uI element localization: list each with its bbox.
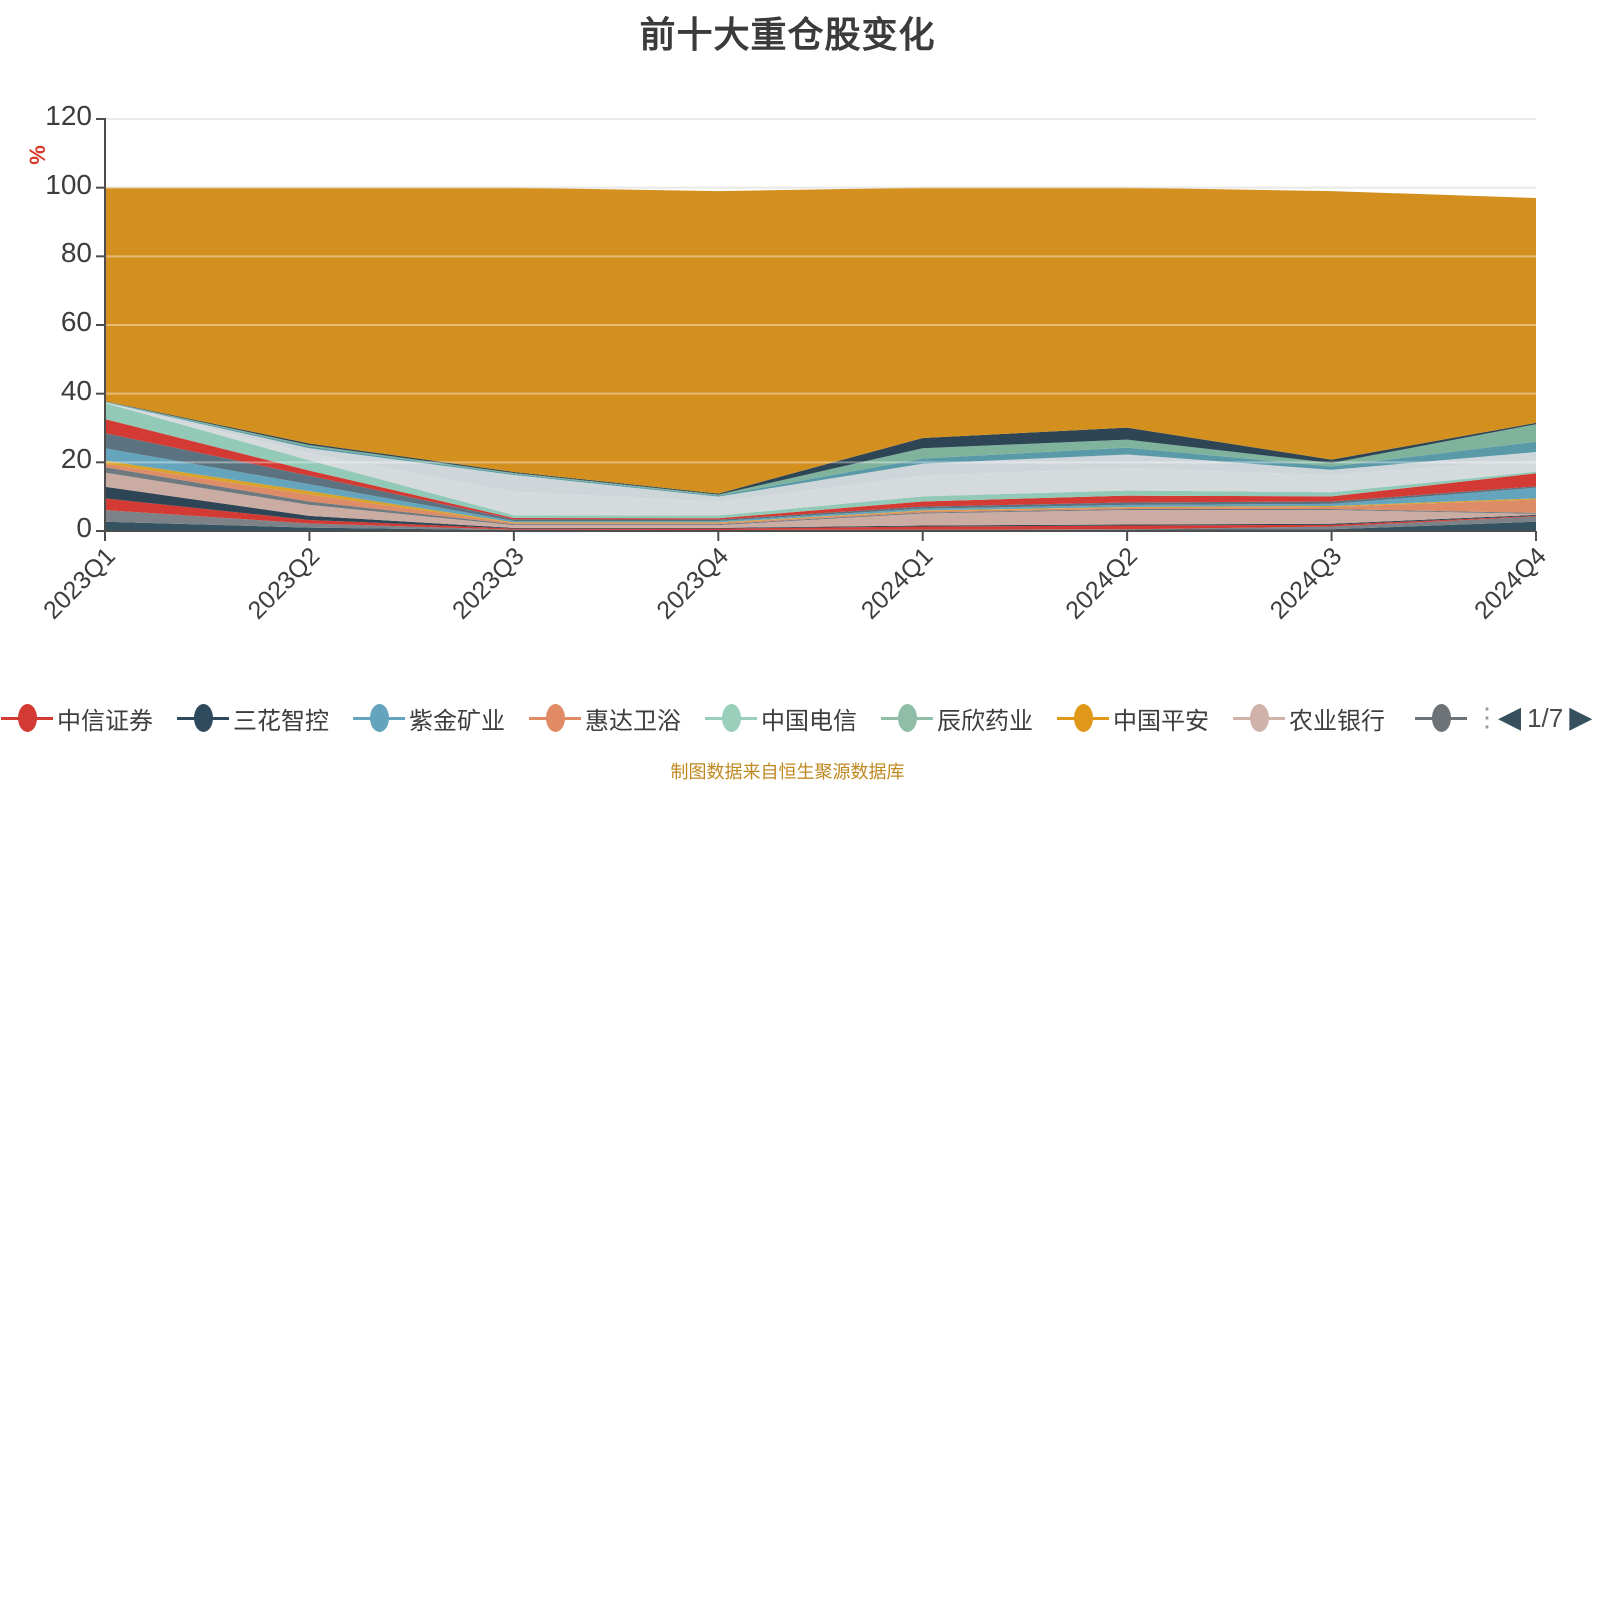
legend-label: 中信证券	[57, 707, 153, 735]
legend-label: 中国平安	[1113, 707, 1209, 735]
legend-item-2[interactable]: 紫金矿业	[353, 698, 505, 738]
chart-title: 前十大重仓股变化	[639, 14, 936, 55]
legend-item-3[interactable]: 惠达卫浴	[529, 698, 681, 738]
y-axis-tick-label: 0	[76, 512, 92, 543]
legend-item-8[interactable]	[1415, 698, 1471, 738]
area-series-band	[105, 463, 1536, 525]
y-axis-tick-label: 80	[60, 237, 92, 269]
area-series-band	[105, 401, 1536, 497]
y-axis-tick-label: 100	[45, 168, 92, 200]
legend-marker-icon	[705, 701, 757, 735]
legend-marker-icon	[177, 701, 229, 735]
area-series-band	[105, 402, 1536, 516]
legend: 中信证券 三花智控 紫金矿业 惠达卫浴	[0, 698, 1600, 738]
legend-marker-icon	[1057, 701, 1109, 735]
legend-label: 农业银行	[1289, 707, 1385, 735]
y-axis-tick-label: 120	[45, 100, 92, 131]
y-axis-unit-label: %	[24, 145, 50, 165]
legend-item-4[interactable]: 中国电信	[705, 698, 857, 738]
area-series-band	[105, 187, 1536, 494]
legend-label: 惠达卫浴	[585, 707, 681, 735]
legend-marker-icon	[1, 701, 53, 735]
axes-and-ticks	[96, 118, 1537, 541]
legend-label: 三花智控	[233, 707, 329, 735]
area-series-band	[105, 401, 1536, 496]
page-indicator: 1/7	[1527, 702, 1564, 733]
area-series-band	[105, 402, 1536, 502]
legend-marker-icon	[529, 701, 581, 735]
legend-pagination: ◀ 1/7 ▶	[1498, 698, 1592, 738]
area-series-group	[105, 187, 1536, 531]
legend-more-icon[interactable]: ⋮	[1474, 702, 1500, 732]
stacked-area-chart	[96, 118, 1537, 541]
legend-marker-icon	[1415, 701, 1467, 735]
chart-figure: 前十大重仓股变化 120 100 80 60 40 20 0 % 2023Q1 2023Q2 2…	[0, 14, 1600, 782]
legend-item-5[interactable]: 辰欣药业	[881, 698, 1033, 738]
legend-item-7[interactable]: 农业银行	[1233, 698, 1385, 738]
area-series-band	[105, 401, 1536, 495]
next-page-icon[interactable]: ▶	[1569, 701, 1593, 734]
y-axis-tick-label: 20	[60, 443, 92, 475]
legend-item-0[interactable]: 中信证券	[1, 698, 153, 738]
legend-label: 中国电信	[761, 707, 857, 735]
y-axis-tick-label: 40	[60, 374, 92, 406]
legend-marker-icon	[1233, 701, 1285, 735]
footer-note: 制图数据来自恒生聚源数据库	[670, 762, 905, 782]
gridlines-over-areas	[105, 118, 1536, 464]
legend-label: 紫金矿业	[409, 707, 505, 735]
legend-item-6[interactable]: 中国平安	[1057, 698, 1209, 738]
legend-item-1[interactable]: 三花智控	[177, 698, 329, 738]
prev-page-icon[interactable]: ◀	[1498, 701, 1522, 734]
area-series-band	[105, 472, 1536, 528]
legend-marker-icon	[881, 701, 933, 735]
legend-label: 辰欣药业	[937, 707, 1033, 735]
legend-marker-icon	[353, 701, 405, 735]
y-axis-tick-label: 60	[60, 306, 92, 337]
area-series-band	[105, 460, 1536, 524]
